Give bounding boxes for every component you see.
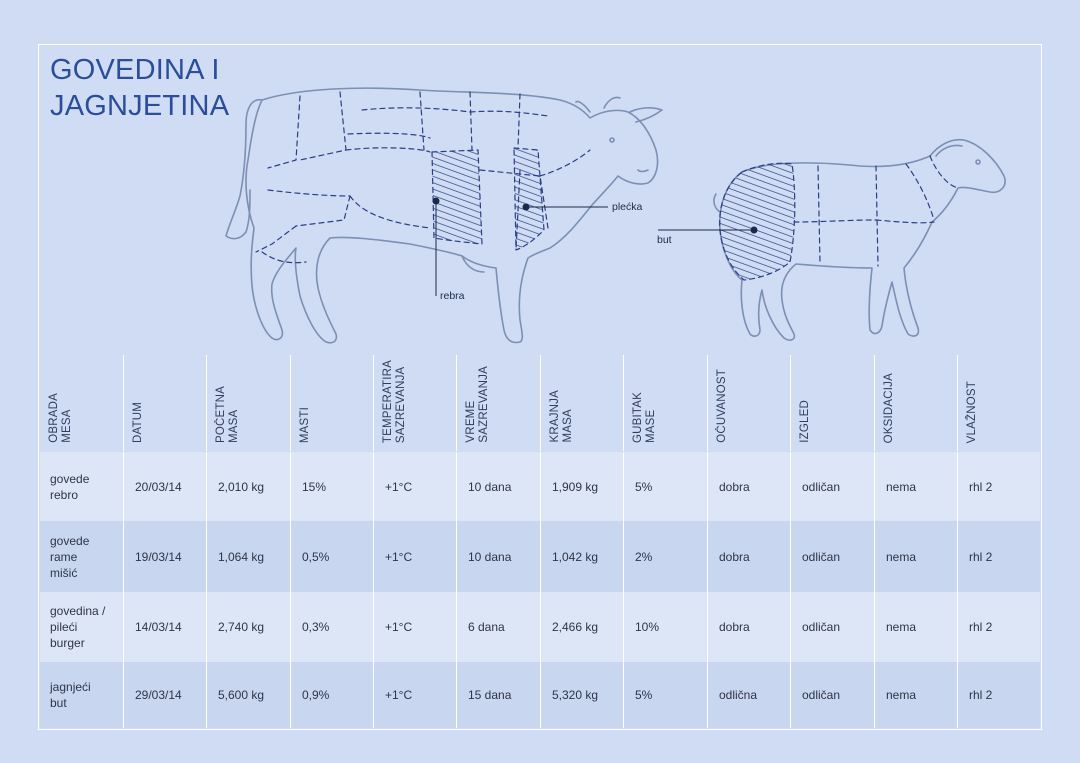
column-header: MASTI bbox=[291, 355, 374, 451]
table-cell: 19/03/14 bbox=[124, 521, 207, 592]
table-cell: 5% bbox=[624, 452, 708, 521]
table-cell: nema bbox=[875, 662, 958, 728]
table-cell: 1,042 kg bbox=[541, 521, 624, 592]
table-cell: rhl 2 bbox=[969, 549, 993, 564]
table-cell: rhl 2 bbox=[969, 620, 993, 634]
column-header: DATUM bbox=[124, 355, 207, 451]
table-header: OBRADA MESA DATUM POČETNA MASA MASTI TEM… bbox=[40, 355, 1040, 451]
column-header: VLAŽNOST bbox=[966, 380, 978, 443]
table-cell: 0,5% bbox=[291, 521, 374, 592]
meat-cuts-illustration bbox=[225, 87, 1006, 344]
title-line-2: JAGNJETINA bbox=[50, 90, 230, 122]
table-cell: 29/03/14 bbox=[124, 662, 207, 728]
table-row: govedina / pileći burger 14/03/14 2,740 kg… bbox=[40, 592, 1040, 662]
table-cell: 5,320 kg bbox=[541, 662, 624, 728]
table-cell: nema bbox=[875, 521, 958, 592]
column-header: OBRADA MESA bbox=[40, 355, 124, 451]
table-cell: 0,9% bbox=[291, 662, 374, 728]
table-cell: 5,600 kg bbox=[207, 662, 291, 728]
callout-plecka: plećka bbox=[612, 201, 643, 213]
callout-rebra: rebra bbox=[440, 290, 465, 302]
column-header: IZGLED bbox=[791, 355, 875, 451]
title-line-1: GOVEDINA I bbox=[50, 54, 220, 86]
table-row: govede rebro 20/03/14 2,010 kg 15% +1°C 10 da… bbox=[40, 452, 1040, 521]
table-cell: +1°C bbox=[374, 592, 457, 662]
table-cell: +1°C bbox=[374, 452, 457, 521]
table-cell: 20/03/14 bbox=[124, 452, 207, 521]
table-cell: 15% bbox=[291, 452, 374, 521]
table-cell: nema bbox=[875, 592, 958, 662]
table-cell: rhl 2 bbox=[969, 688, 993, 702]
table-cell: rhl 2 bbox=[969, 479, 993, 494]
table-cell: 5% bbox=[624, 662, 708, 728]
table-cell: 1,909 kg bbox=[541, 452, 624, 521]
page-title: GOVEDINA I JAGNJETINA bbox=[50, 52, 229, 124]
table-row: jagnjeći but 29/03/14 5,600 kg 0,9% +1°C 15 d… bbox=[40, 662, 1040, 728]
column-header: OKSIDACIJA bbox=[875, 355, 958, 451]
table-cell: govede rebro bbox=[40, 452, 124, 521]
table-cell: 6 dana bbox=[457, 592, 541, 662]
table-cell: 10 dana bbox=[457, 521, 541, 592]
column-header: GUBITAK MASE bbox=[624, 355, 708, 451]
table-cell: dobra bbox=[708, 521, 791, 592]
table-cell: +1°C bbox=[374, 662, 457, 728]
table-cell: 1,064 kg bbox=[207, 521, 291, 592]
column-header: TEMPERATIRA SAZREVANJA bbox=[374, 355, 457, 451]
table-cell: dobra bbox=[708, 452, 791, 521]
table-cell: 2,740 kg bbox=[207, 592, 291, 662]
table-cell: odličan bbox=[791, 662, 875, 728]
table-cell: jagnjeći but bbox=[40, 662, 124, 728]
table-cell: 2,010 kg bbox=[207, 452, 291, 521]
table-cell: odlična bbox=[708, 662, 791, 728]
table-cell: 15 dana bbox=[457, 662, 541, 728]
table-cell: nema bbox=[875, 452, 958, 521]
lamb-illustration bbox=[713, 138, 1006, 341]
table-cell: govede rame mišić bbox=[40, 521, 124, 592]
table-cell: 10% bbox=[624, 592, 708, 662]
column-header: KRAJNJA MASA bbox=[541, 355, 624, 451]
table-cell: odličan bbox=[791, 521, 875, 592]
table-cell: odličan bbox=[791, 592, 875, 662]
page-frame bbox=[38, 44, 1042, 730]
table-cell: 0,3% bbox=[291, 592, 374, 662]
table-cell: 2,466 kg bbox=[541, 592, 624, 662]
column-header: OČUVANOST bbox=[708, 355, 791, 451]
column-header: VREME SAZREVANJA bbox=[457, 355, 541, 451]
table-cell: govedina / pileći burger bbox=[40, 592, 124, 662]
callout-but: but bbox=[657, 234, 672, 246]
table-cell: odličan bbox=[791, 452, 875, 521]
table-cell: dobra bbox=[708, 592, 791, 662]
table-cell: +1°C bbox=[374, 521, 457, 592]
table-cell: 2% bbox=[624, 521, 708, 592]
table-cell: 14/03/14 bbox=[124, 592, 207, 662]
column-header: POČETNA MASA bbox=[207, 355, 291, 451]
cow-illustration bbox=[225, 87, 663, 344]
table-row: govede rame mišić 19/03/14 1,064 kg 0,5% +1°… bbox=[40, 521, 1040, 592]
table-cell: 10 dana bbox=[457, 452, 541, 521]
callout-lines bbox=[432, 197, 758, 296]
